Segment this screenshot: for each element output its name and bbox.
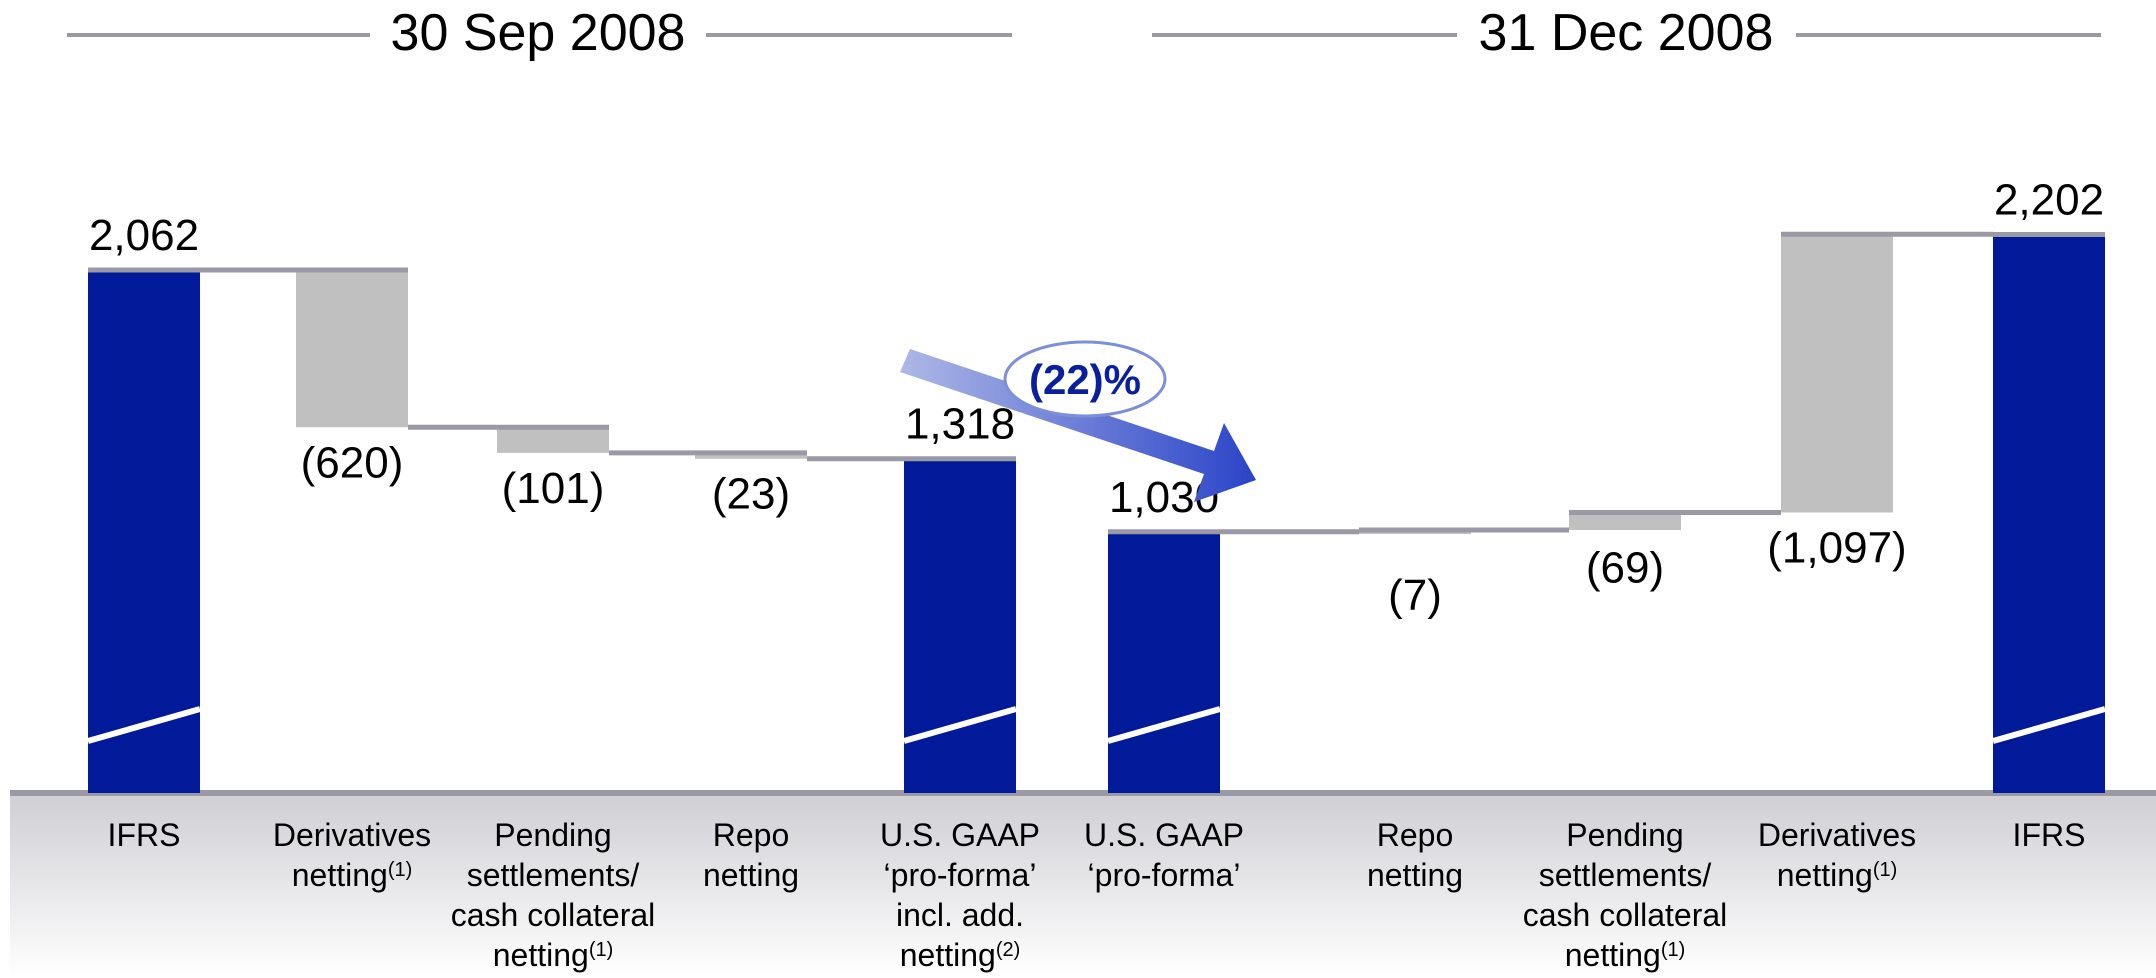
total-bar xyxy=(904,458,1016,793)
connector-lines xyxy=(200,231,1993,535)
change-bar xyxy=(296,270,408,428)
category-label: U.S. GAAP xyxy=(880,817,1040,853)
footnote-marker: (1) xyxy=(1661,939,1685,961)
period-header-label: 30 Sep 2008 xyxy=(391,4,686,62)
value-label: 2,062 xyxy=(89,211,199,260)
category-label: U.S. GAAP xyxy=(1084,817,1244,853)
category-label: ‘pro-forma’ xyxy=(1088,857,1241,893)
period-header-label: 31 Dec 2008 xyxy=(1479,4,1774,62)
value-label: 1,318 xyxy=(905,400,1015,449)
footnote-marker: (1) xyxy=(589,939,613,961)
axis-break-mark xyxy=(1107,706,1221,744)
category-label: settlements/ xyxy=(467,857,640,893)
arrow-icon xyxy=(900,349,1256,502)
value-label: (23) xyxy=(712,470,790,519)
category-label: Derivatives xyxy=(273,817,431,853)
category-label: Derivatives xyxy=(1758,817,1916,853)
value-label: (620) xyxy=(301,438,404,487)
category-label: cash collateral xyxy=(1523,897,1728,933)
value-label: (69) xyxy=(1586,543,1664,592)
value-label: (7) xyxy=(1388,571,1442,620)
category-label: Repo xyxy=(1377,817,1454,853)
axis-break-mark xyxy=(1992,706,2106,744)
total-bar xyxy=(1108,531,1220,793)
footnote-marker: (1) xyxy=(1873,859,1897,881)
change-badge xyxy=(1003,340,1167,418)
category-label: netting xyxy=(703,857,799,893)
category-label: IFRS xyxy=(2013,817,2086,853)
category-label: netting xyxy=(1367,857,1463,893)
category-label: Pending xyxy=(494,817,611,853)
category-label: IFRS xyxy=(108,817,181,853)
category-label: Repo xyxy=(713,817,790,853)
category-label: Pending xyxy=(1566,817,1683,853)
footnote-marker: (1) xyxy=(388,859,412,881)
category-label: ‘pro-forma’ xyxy=(884,857,1037,893)
footnote-marker: (2) xyxy=(996,939,1020,961)
category-label: cash collateral xyxy=(451,897,656,933)
axis-break-mark xyxy=(87,706,201,744)
total-bar xyxy=(88,270,200,793)
period-header-dec: 31 Dec 2008 xyxy=(1152,4,2101,62)
value-label: 2,202 xyxy=(1994,175,2104,224)
total-bar xyxy=(1993,234,2105,793)
change-badge-label: (22)% xyxy=(1029,356,1141,403)
axis-floor xyxy=(10,793,2156,978)
category-label: incl. add. xyxy=(896,897,1024,933)
axis-break-mark xyxy=(903,706,1017,744)
change-bar xyxy=(695,452,807,459)
value-label: (101) xyxy=(502,464,605,513)
value-label: (1,097) xyxy=(1767,523,1906,572)
decline-arrow: (22)% xyxy=(900,340,1256,502)
change-bar xyxy=(497,427,609,453)
change-bar xyxy=(1569,512,1681,530)
category-label: settlements/ xyxy=(1539,857,1712,893)
category-labels: IFRS Derivatives netting (1) Pending settleme… xyxy=(108,817,2086,973)
change-bar xyxy=(1781,234,1893,513)
period-header-sep: 30 Sep 2008 xyxy=(67,4,1012,62)
bar-group xyxy=(87,231,2106,793)
